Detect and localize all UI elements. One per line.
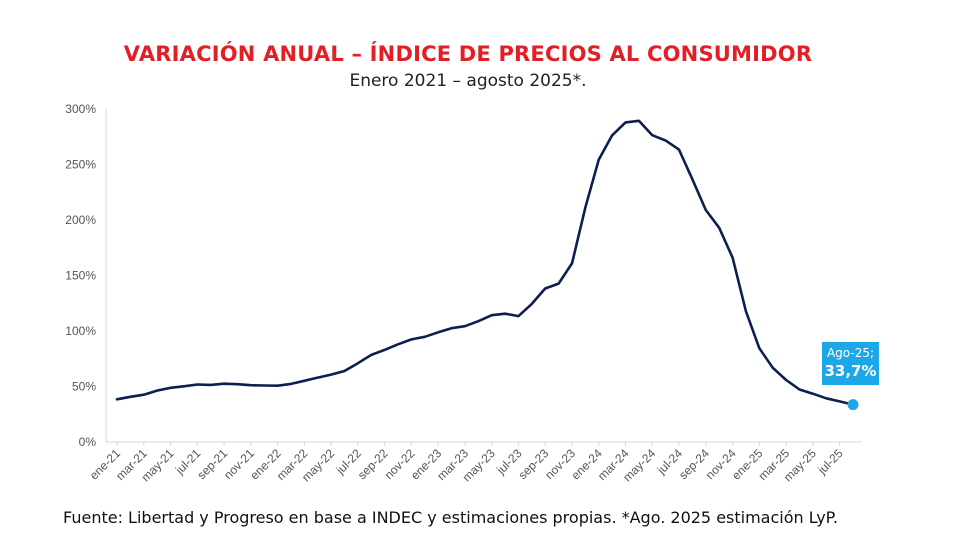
- last-value-marker: [847, 399, 859, 411]
- inflation-series-line: [115, 119, 855, 406]
- chart-subtitle: Enero 2021 – agosto 2025*.: [349, 71, 587, 91]
- chart-title: VARIACIÓN ANUAL – ÍNDICE DE PRECIOS AL C…: [123, 42, 813, 66]
- x-tick-label: jul-25: [814, 446, 846, 478]
- y-tick-label: 300%: [65, 102, 96, 116]
- callout-value: 33,7%: [824, 362, 877, 380]
- y-tick-label: 200%: [65, 213, 96, 227]
- last-value-callout: Ago-25; 33,7%: [822, 342, 879, 385]
- y-tick-label: 100%: [65, 324, 96, 338]
- y-tick-label: 250%: [65, 158, 96, 172]
- y-tick-label: 150%: [65, 269, 96, 283]
- callout-label: Ago-25;: [826, 346, 875, 360]
- source-note: Fuente: Libertad y Progreso en base a IN…: [63, 508, 838, 527]
- y-tick-label: 50%: [72, 380, 96, 394]
- y-tick-label: 0%: [79, 435, 97, 449]
